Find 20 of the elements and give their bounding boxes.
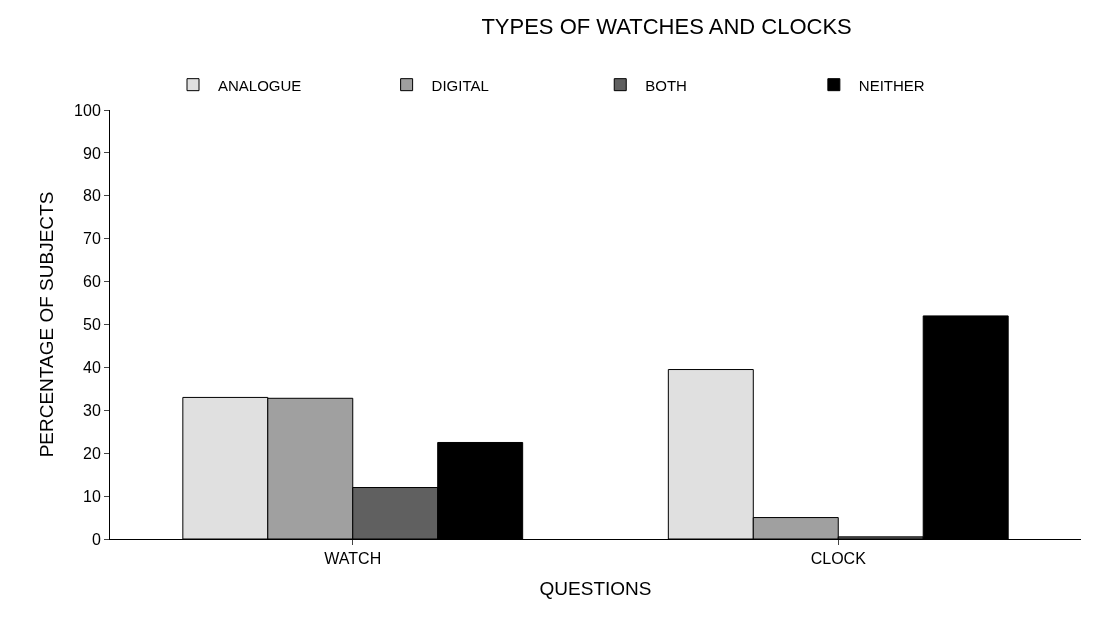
x-tick-label: CLOCK xyxy=(810,550,867,568)
y-tick-label: 90 xyxy=(83,144,101,162)
y-tick-label: 0 xyxy=(91,530,101,548)
y-tick-label: 20 xyxy=(83,444,101,462)
y-tick-label: 100 xyxy=(74,101,101,119)
y-axis-title: PERCENTAGE OF SUBJECTS xyxy=(35,191,57,458)
legend-label: DIGITAL xyxy=(431,76,489,94)
chart-title: TYPES OF WATCHES AND CLOCKS xyxy=(481,14,852,40)
y-tick-label: 30 xyxy=(83,401,101,419)
y-tick-label: 10 xyxy=(83,487,101,505)
y-tick-label: 60 xyxy=(83,273,101,291)
x-axis-title: QUESTIONS xyxy=(539,578,652,599)
y-tick-label: 80 xyxy=(83,187,101,205)
y-tick-label: 50 xyxy=(83,316,101,334)
legend-label: BOTH xyxy=(645,76,687,94)
legend-label: NEITHER xyxy=(858,76,925,94)
y-tick-label: 70 xyxy=(83,230,101,248)
x-tick-label: WATCH xyxy=(324,550,382,568)
legend-label: ANALOGUE xyxy=(218,76,302,94)
y-tick-label: 40 xyxy=(83,359,101,376)
